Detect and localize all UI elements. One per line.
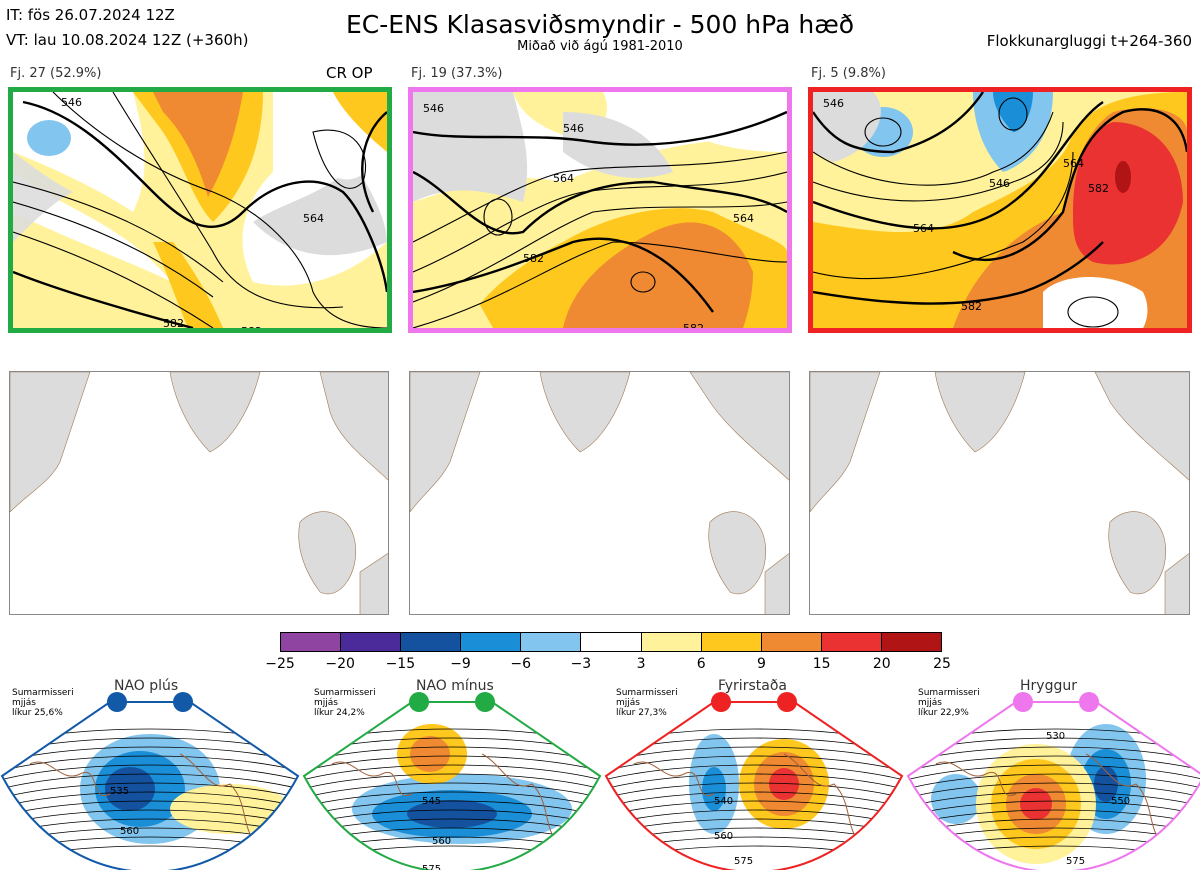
cluster-map-3: 546 546 564 564 582 582 [808, 87, 1192, 333]
colorbar-segment [760, 633, 821, 651]
colorbar-segment [340, 633, 401, 651]
cluster-3-contour-1: 546 [823, 97, 844, 110]
colorbar-tick-label: −25 [265, 656, 295, 672]
regime-info: Sumarmisseri mjjás líkur 25,6% [12, 688, 74, 718]
regime-contour-label: 575 [1066, 856, 1085, 867]
cluster-1-contour-4: 582 [241, 325, 262, 328]
cluster-3-contour-4: 564 [1063, 157, 1084, 170]
colorbar-tick-label: 15 [812, 656, 831, 672]
regime-contour-label: 560 [120, 826, 139, 837]
cluster-3-contour-6: 582 [1088, 182, 1109, 195]
regime-info: Sumarmisseri mjjás líkur 27,3% [616, 688, 678, 718]
cluster-2-contour-6: 582 [683, 322, 704, 328]
colorbar-tick-label: −9 [450, 656, 471, 672]
colorbar-segment [880, 633, 942, 651]
regime-map: 535 560 [0, 701, 300, 870]
regime-contour-label: 535 [110, 786, 129, 797]
colorbar-tick-label: 20 [872, 656, 891, 672]
regime-title: Hryggur [1020, 678, 1077, 694]
page-subtitle: Miðað við ágú 1981-2010 [517, 39, 683, 54]
regime-info: Sumarmisseri mjjás líkur 22,9% [918, 688, 980, 718]
base-map-2 [409, 371, 790, 615]
valid-time: VT: lau 10.08.2024 12Z (+360h) [6, 31, 249, 49]
regime-contour-label: 550 [1111, 796, 1130, 807]
base-map-1 [9, 371, 389, 615]
cluster-2-contour-1: 546 [423, 102, 444, 115]
cluster-1-contour-2: 564 [303, 212, 324, 225]
colorbar-tick-label: −3 [570, 656, 592, 672]
cluster-3-contour-2: 546 [989, 177, 1010, 190]
cluster-1-tag: CR OP [326, 64, 373, 82]
regime-title: NAO mínus [416, 678, 494, 694]
cluster-1-contour-3: 582 [163, 317, 184, 328]
colorbar-tick-label: −6 [510, 656, 532, 672]
anomaly-colorbar [280, 632, 942, 652]
cluster-map-2: 546 546 564 564 582 582 [408, 87, 792, 333]
classification-window: Flokkunargluggi t+264-360 [986, 32, 1192, 50]
regime-contour-label: 560 [714, 831, 733, 842]
colorbar-segment [281, 633, 341, 651]
colorbar-tick-label: −15 [385, 656, 416, 672]
issue-time: IT: fös 26.07.2024 12Z [6, 6, 175, 24]
regime-map: 545 560 575 [302, 701, 602, 870]
colorbar-segment [460, 633, 521, 651]
regime-title: NAO plús [114, 678, 179, 694]
cluster-2-contour-5: 582 [523, 252, 544, 265]
regime-contour-label: 545 [422, 796, 441, 807]
colorbar-tick-label: 9 [756, 656, 766, 672]
colorbar-tick-label: −20 [325, 656, 355, 672]
colorbar-tick-label: 25 [933, 656, 951, 672]
cluster-3-contour-3: 564 [913, 222, 934, 235]
page-title: EC-ENS Klasasviðsmyndir - 500 hPa hæð [345, 10, 855, 39]
cluster-3-contour-5: 582 [961, 300, 982, 313]
cluster-1-contour-1: 546 [61, 96, 82, 109]
colorbar-tick-label: 3 [636, 656, 646, 672]
regime-contour-label: 575 [734, 856, 753, 867]
cluster-1-label: Fj. 27 (52.9%) [10, 66, 102, 81]
cluster-2-contour-2: 546 [563, 122, 584, 135]
regime-contour-label: 530 [1046, 731, 1065, 742]
regime-info: Sumarmisseri mjjás líkur 24,2% [314, 688, 376, 718]
regime-contour-label: 560 [432, 836, 451, 847]
colorbar-segment [820, 633, 881, 651]
cluster-map-1: 546 564 582 582 [8, 87, 392, 333]
regime-contour-label: 540 [714, 796, 733, 807]
colorbar-tick-label: 6 [696, 656, 706, 672]
colorbar-segment [580, 633, 641, 651]
colorbar-segment [520, 633, 581, 651]
cluster-2-contour-3: 564 [553, 172, 574, 185]
colorbar-segment [640, 633, 701, 651]
cluster-3-label: Fj. 5 (9.8%) [811, 66, 886, 81]
cluster-2-contour-4: 564 [733, 212, 754, 225]
base-map-3 [809, 371, 1190, 615]
colorbar-segment [400, 633, 461, 651]
regime-map: 530 550 575 [906, 701, 1200, 870]
regime-title: Fyrirstaða [718, 678, 787, 694]
regime-map: 540 560 575 [604, 701, 904, 870]
cluster-2-label: Fj. 19 (37.3%) [411, 66, 503, 81]
colorbar-segment [700, 633, 761, 651]
regime-contour-label: 575 [422, 864, 441, 870]
